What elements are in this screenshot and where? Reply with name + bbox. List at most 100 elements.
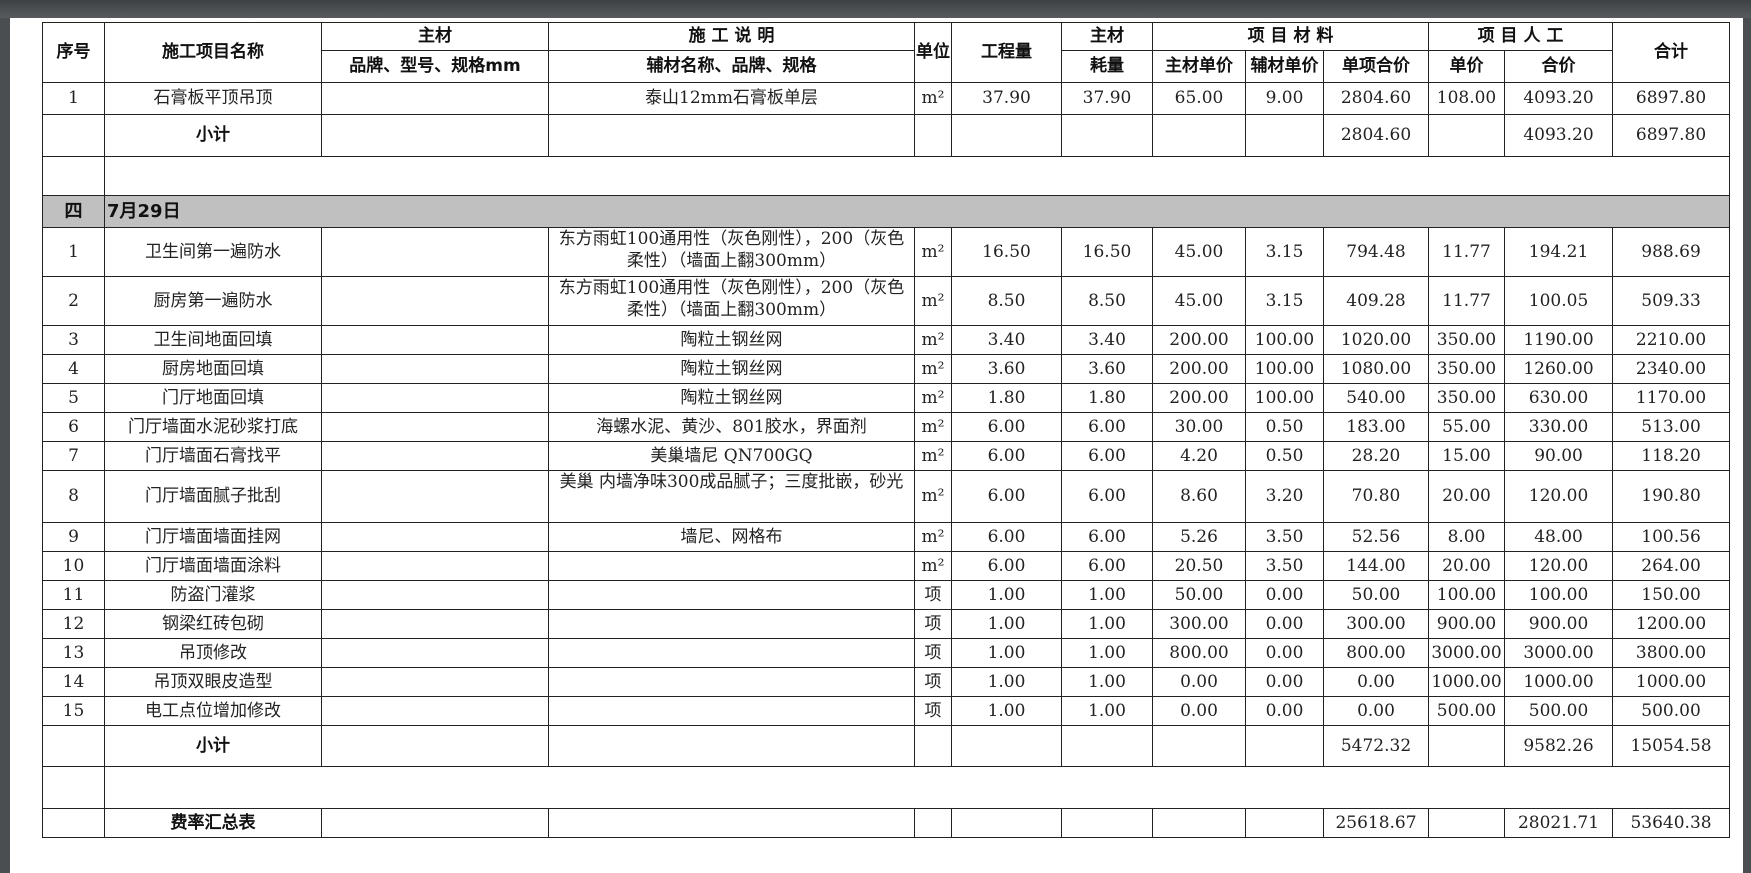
table-row: 9 门厅墙面墙面挂网 墙尼、网格布 m² 6.00 6.00 5.26 3.50 52.56 8.… <box>42 522 1731 552</box>
table-row: 5 门厅地面回填 陶粒土钢丝网 m² 1.80 1.80 200.00 100.00 540.0… <box>42 383 1731 413</box>
cell-main-price: 45.00 <box>1152 227 1246 277</box>
header-consumption: 耗量 <box>1061 50 1153 83</box>
cell-main-price: 45.00 <box>1152 276 1246 326</box>
cell-name: 石膏板平顶吊顶 <box>104 82 322 115</box>
cell-item-total: 800.00 <box>1322 638 1430 668</box>
cell-aux-price <box>1245 808 1324 838</box>
cell-labor-price: 350.00 <box>1428 354 1506 384</box>
cell-name: 门厅墙面石膏找平 <box>104 441 322 471</box>
cell-total: 118.20 <box>1612 441 1731 471</box>
table-row: 13 吊顶修改项 1.00 1.00 800.00 0.00 800.00 3000.00 30… <box>42 638 1731 668</box>
subtotal-label: 费率汇总表 <box>104 808 322 838</box>
cell-main-price: 800.00 <box>1152 638 1246 668</box>
cell-consume: 3.40 <box>1061 325 1153 355</box>
cell-labor-price: 900.00 <box>1428 609 1506 639</box>
cell-seq: 7 <box>42 441 105 471</box>
cell-unit: m² <box>914 325 952 355</box>
cell-qty: 37.90 <box>951 82 1062 115</box>
cell-qty: 1.00 <box>951 580 1062 610</box>
cell-main-price: 200.00 <box>1152 383 1246 413</box>
cell-name: 卫生间地面回填 <box>104 325 322 355</box>
subtotal-total: 53640.38 <box>1612 808 1731 838</box>
cell-qty: 3.40 <box>951 325 1062 355</box>
cell-seq: 4 <box>42 354 105 384</box>
cell-item-total: 28.20 <box>1322 441 1430 471</box>
cell-aux: 海螺水泥、黄沙、801胶水，界面剂 <box>548 412 915 442</box>
cell-labor-total: 630.00 <box>1504 383 1614 413</box>
cell-main-price: 65.00 <box>1152 82 1246 115</box>
cell-name: 电工点位增加修改 <box>104 696 322 726</box>
cell-labor-total: 3000.00 <box>1504 638 1614 668</box>
cell-total: 2210.00 <box>1612 325 1731 355</box>
cell-labor-price: 55.00 <box>1428 412 1506 442</box>
cell-labor-total: 100.00 <box>1504 580 1614 610</box>
cell-name: 厨房地面回填 <box>104 354 322 384</box>
quote-table: 序号 施工项目名称 主材 施 工 说 明 单位 工程量 主材 项 目 材 料 项… <box>42 22 1731 838</box>
cell-seq <box>42 114 105 157</box>
cell-qty: 8.50 <box>951 276 1062 326</box>
cell-labor-price: 20.00 <box>1428 470 1506 523</box>
cell-aux: 美巢墙尼 QN700GQ <box>548 441 915 471</box>
cell-aux: 美巢 内墙净味300成品腻子；三度批嵌，砂光 <box>548 470 915 523</box>
cell-seq: 13 <box>42 638 105 668</box>
cell-total: 190.80 <box>1612 470 1731 523</box>
header-item-total: 单项合价 <box>1322 50 1430 83</box>
header-total: 合计 <box>1612 22 1731 83</box>
cell-name: 吊顶修改 <box>104 638 322 668</box>
cell-total: 1170.00 <box>1612 383 1731 413</box>
summary-row: 费率汇总表 25618.67 28021.71 53640.38 <box>42 808 1731 838</box>
header-main-material: 主材 <box>321 22 549 51</box>
cell-item-total: 300.00 <box>1322 609 1430 639</box>
header-main-material-2: 主材 <box>1061 22 1153 51</box>
cell-aux <box>548 696 915 726</box>
cell-unit: m² <box>914 383 952 413</box>
cell-aux <box>548 114 915 157</box>
cell-item-total: 0.00 <box>1322 696 1430 726</box>
cell-total: 150.00 <box>1612 580 1731 610</box>
cell-seq: 9 <box>42 522 105 552</box>
cell-labor-total: 330.00 <box>1504 412 1614 442</box>
cell-labor-price: 350.00 <box>1428 383 1506 413</box>
cell-aux-price <box>1245 114 1324 157</box>
cell-qty: 1.00 <box>951 696 1062 726</box>
table-row: 1 石膏板平顶吊顶 泰山12mm石膏板单层 m² 37.90 37.90 65.00 9.00… <box>42 82 1731 115</box>
cell-qty: 1.00 <box>951 667 1062 697</box>
header-labor-unit-price: 单价 <box>1428 50 1506 83</box>
cell-seq <box>42 725 105 767</box>
subtotal-item-total: 25618.67 <box>1322 808 1430 838</box>
cell-total: 3800.00 <box>1612 638 1731 668</box>
cell-main-price: 0.00 <box>1152 667 1246 697</box>
table-row: 4 厨房地面回填 陶粒土钢丝网 m² 3.60 3.60 200.00 100.00 1080.… <box>42 354 1731 384</box>
header-aux-unit-price: 辅材单价 <box>1245 50 1324 83</box>
cell-spec <box>321 276 549 326</box>
cell-name: 门厅墙面腻子批刮 <box>104 470 322 523</box>
cell-aux-price: 3.20 <box>1245 470 1324 523</box>
cell-unit: 项 <box>914 696 952 726</box>
cell-aux-price: 100.00 <box>1245 325 1324 355</box>
cell-main-price <box>1152 114 1246 157</box>
cell-labor-price: 1000.00 <box>1428 667 1506 697</box>
cell-item-total: 2804.60 <box>1322 82 1430 115</box>
cell-aux-price: 100.00 <box>1245 354 1324 384</box>
cell-total: 1000.00 <box>1612 667 1731 697</box>
cell-unit: m² <box>914 354 952 384</box>
cell-unit: m² <box>914 82 952 115</box>
cell-aux-price: 3.15 <box>1245 227 1324 277</box>
header-row-1: 序号 施工项目名称 主材 施 工 说 明 单位 工程量 主材 项 目 材 料 项… <box>42 22 1731 83</box>
cell-labor-total: 1190.00 <box>1504 325 1614 355</box>
cell-main-price: 5.26 <box>1152 522 1246 552</box>
table-row: 3 卫生间地面回填 陶粒土钢丝网 m² 3.40 3.40 200.00 100.00 1020… <box>42 325 1731 355</box>
table-row: 12 钢梁红砖包砌项 1.00 1.00 300.00 0.00 300.00 900.00 9… <box>42 609 1731 639</box>
cell-seq: 1 <box>42 82 105 115</box>
header-main-unit-price: 主材单价 <box>1152 50 1246 83</box>
cell-aux-price: 0.00 <box>1245 609 1324 639</box>
cell-aux <box>548 609 915 639</box>
cell-spec <box>321 638 549 668</box>
cell-name: 卫生间第一遍防水 <box>104 227 322 277</box>
table-row: 6 门厅墙面水泥砂浆打底 海螺水泥、黄沙、801胶水，界面剂 m² 6.00 6.00 30… <box>42 412 1731 442</box>
section-header-row: 四 7月29日 <box>42 195 1731 228</box>
cell-labor-price <box>1428 114 1506 157</box>
cell-unit: m² <box>914 522 952 552</box>
cell-item-total: 540.00 <box>1322 383 1430 413</box>
cell-main-price: 4.20 <box>1152 441 1246 471</box>
